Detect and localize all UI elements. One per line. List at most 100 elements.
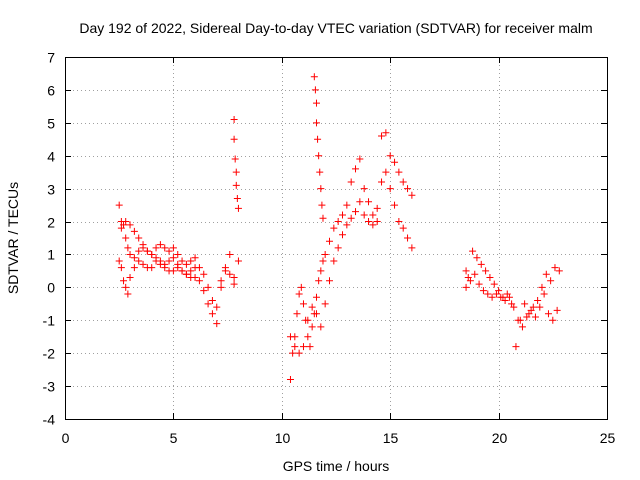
data-point xyxy=(161,244,169,252)
data-point xyxy=(356,155,364,163)
data-point xyxy=(321,250,329,258)
data-point xyxy=(169,254,177,262)
data-point xyxy=(115,257,123,265)
data-point xyxy=(527,306,535,314)
data-point xyxy=(490,280,498,288)
data-point xyxy=(484,290,492,298)
chart-title: Day 192 of 2022, Sidereal Day-to-day VTE… xyxy=(79,20,592,36)
data-point xyxy=(549,316,557,324)
data-point xyxy=(343,201,351,209)
data-point xyxy=(317,323,325,331)
data-point xyxy=(200,270,208,278)
data-point xyxy=(510,303,518,311)
data-point xyxy=(295,290,303,298)
data-point xyxy=(314,135,322,143)
data-point xyxy=(120,277,128,285)
data-point xyxy=(531,313,539,321)
data-point xyxy=(217,283,225,291)
data-point xyxy=(226,270,234,278)
data-point xyxy=(233,195,241,203)
y-tick-label: 2 xyxy=(47,215,55,231)
data-point xyxy=(143,247,151,255)
data-point xyxy=(306,343,314,351)
data-point xyxy=(473,254,481,262)
y-tick-label: 6 xyxy=(47,83,55,99)
data-point xyxy=(117,224,125,232)
data-point xyxy=(115,201,123,209)
data-point xyxy=(408,191,416,199)
data-point xyxy=(126,221,134,229)
data-point xyxy=(130,264,138,272)
data-point xyxy=(204,300,212,308)
x-tick-label: 10 xyxy=(275,430,291,446)
data-point xyxy=(373,204,381,212)
data-point xyxy=(378,178,386,186)
data-point xyxy=(373,218,381,226)
data-point xyxy=(289,349,297,357)
data-point xyxy=(505,293,513,301)
grid-layer xyxy=(65,57,607,419)
data-point xyxy=(339,231,347,239)
data-point xyxy=(135,247,143,255)
data-point xyxy=(365,218,373,226)
data-point xyxy=(514,316,522,324)
data-point xyxy=(139,260,147,268)
x-tick-label: 0 xyxy=(62,430,70,446)
data-point xyxy=(232,168,240,176)
data-point xyxy=(174,260,182,268)
data-point xyxy=(540,290,548,298)
data-point xyxy=(126,273,134,281)
data-point xyxy=(382,168,390,176)
data-point xyxy=(293,310,301,318)
data-point xyxy=(518,323,526,331)
data-point xyxy=(544,310,552,318)
data-point xyxy=(347,178,355,186)
data-point xyxy=(386,185,394,193)
data-point xyxy=(304,333,312,341)
data-point xyxy=(312,119,320,127)
data-point xyxy=(226,250,234,258)
data-point xyxy=(551,264,559,272)
data-point xyxy=(317,267,325,275)
data-point xyxy=(195,277,203,285)
data-point xyxy=(191,264,199,272)
data-point xyxy=(492,290,500,298)
data-point xyxy=(369,211,377,219)
data-point xyxy=(325,277,333,285)
data-point xyxy=(318,201,326,209)
data-point xyxy=(310,73,318,81)
data-point xyxy=(299,300,307,308)
data-point xyxy=(482,267,490,275)
data-point xyxy=(319,257,327,265)
data-point xyxy=(124,290,132,298)
y-tick-label: 7 xyxy=(47,50,55,66)
data-point xyxy=(312,310,320,318)
data-point xyxy=(124,244,132,252)
data-point xyxy=(523,313,531,321)
data-point xyxy=(471,270,479,278)
data-point xyxy=(230,135,238,143)
data-point xyxy=(317,185,325,193)
data-point xyxy=(477,260,485,268)
series-spike-8h xyxy=(230,116,242,212)
data-point xyxy=(200,287,208,295)
data-point xyxy=(191,273,199,281)
data-point xyxy=(311,86,319,94)
data-point xyxy=(334,244,342,252)
series-segment-1 xyxy=(115,201,242,311)
data-point xyxy=(126,250,134,258)
data-point xyxy=(156,241,164,249)
data-point xyxy=(538,283,546,291)
data-point xyxy=(386,152,394,160)
data-point xyxy=(135,234,143,242)
data-point xyxy=(139,241,147,249)
data-point xyxy=(234,204,242,212)
data-point xyxy=(399,178,407,186)
x-tick-label: 20 xyxy=(492,430,508,446)
series-segment-3 xyxy=(117,218,199,278)
data-point xyxy=(221,264,229,272)
data-point xyxy=(469,247,477,255)
y-tick-label: -4 xyxy=(43,412,56,428)
data-point xyxy=(178,257,186,265)
